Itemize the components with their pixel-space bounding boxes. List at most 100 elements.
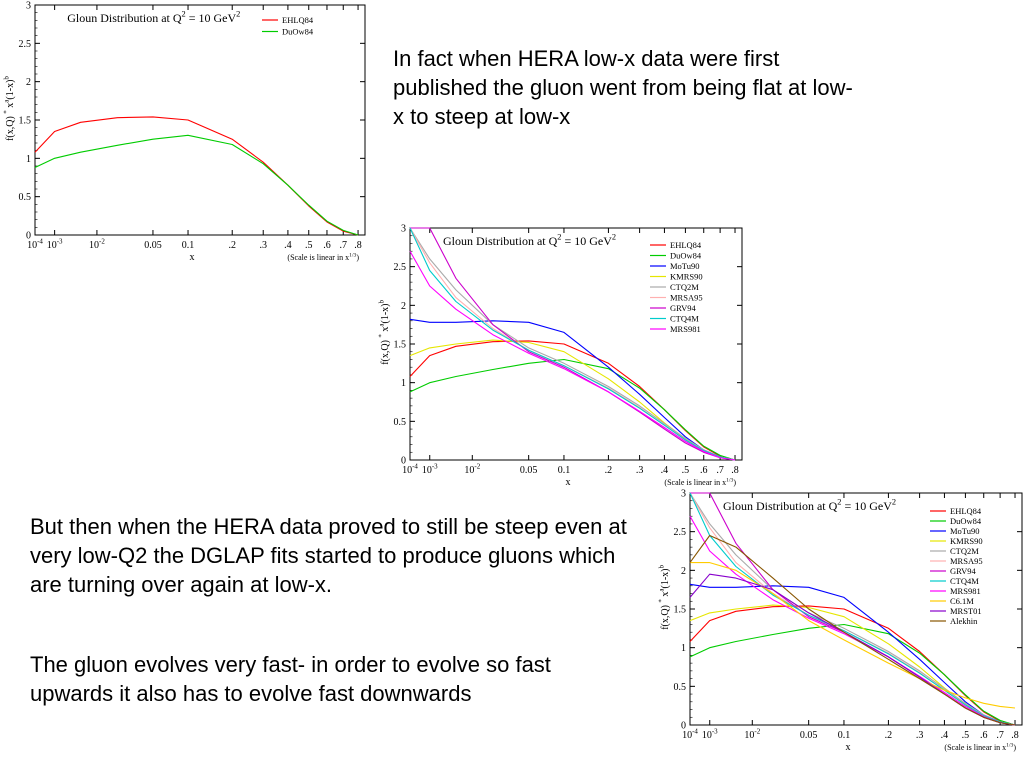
- series-line-ctq2m: [409, 227, 736, 461]
- series-line-ehlq84: [34, 116, 359, 236]
- y-tick-label: 2.5: [674, 527, 687, 538]
- x-tick-label: 10-2: [464, 463, 480, 477]
- x-tick-label: .8: [731, 465, 739, 476]
- series-line-duow84: [409, 358, 736, 461]
- y-tick-label: 3: [26, 1, 31, 12]
- y-tick-label: 0: [401, 456, 406, 467]
- y-tick-label: 1.5: [674, 605, 687, 616]
- plot-frame: [689, 492, 1023, 726]
- y-tick-label: 0.5: [394, 417, 407, 428]
- x-axis-label: x: [190, 252, 195, 263]
- x-tick-label: .3: [259, 240, 267, 251]
- x-tick-label: 10-2: [744, 728, 760, 742]
- legend-entry: GRV94: [950, 566, 977, 576]
- legend-entry: MRS981: [670, 324, 701, 334]
- y-tick-label: 1: [401, 378, 406, 389]
- y-tick-label: 1: [681, 643, 686, 654]
- legend-entry: DuOw84: [670, 251, 702, 261]
- legend-entry: MRSA95: [670, 293, 703, 303]
- series-line-mrs981: [409, 250, 736, 461]
- y-tick-label: 1.5: [19, 116, 32, 127]
- x-tick-label: .7: [340, 240, 348, 251]
- gluon-chart-2: 0 0.5 1 1.5 2 2.5 3 10-4 10-3 10-2 0.05 0.1 .2 .3 .4 .5…: [378, 224, 743, 488]
- series-line-ctq2m: [689, 492, 1016, 726]
- legend-entry: C6.1M: [950, 596, 974, 606]
- x-tick-label: .2: [228, 240, 236, 251]
- y-tick-label: 2.5: [19, 39, 32, 50]
- x-tick-label: 10-3: [702, 728, 718, 742]
- x-tick-label: 10-3: [422, 463, 438, 477]
- legend-entry: MRSA95: [950, 556, 983, 566]
- legend-entry: MRS981: [950, 586, 981, 596]
- x-tick-label: 10-4: [682, 728, 698, 742]
- x-tick-label: 0.05: [144, 240, 162, 251]
- series-line-ehlq84: [689, 605, 1016, 726]
- x-tick-label: .4: [941, 730, 949, 741]
- x-tick-label: 0.1: [838, 730, 851, 741]
- x-tick-label: .6: [700, 465, 708, 476]
- y-tick-label: 0: [26, 231, 31, 242]
- x-axis-label: x: [846, 742, 851, 753]
- legend-entry: KMRS90: [670, 272, 703, 282]
- x-tick-label: 0.05: [800, 730, 818, 741]
- x-tick-label: .3: [916, 730, 924, 741]
- y-axis-label-text: f(x,Q) * xa(1-x)b: [658, 564, 672, 629]
- legend-entry: EHLQ84: [670, 240, 702, 250]
- legend-entry: EHLQ84: [950, 506, 982, 516]
- chart-title: Gloun Distribution at Q2 = 10 GeV2: [67, 10, 240, 25]
- legend-entry: CTQ2M: [670, 282, 699, 292]
- x-tick-label: .7: [716, 465, 724, 476]
- y-tick-label: 3: [401, 224, 406, 235]
- gluon-chart-3: 0 0.5 1 1.5 2 2.5 3 10-4 10-3 10-2 0.05 0.1 .2 .3 .4 .5…: [658, 489, 1023, 753]
- plot-frame: [34, 4, 366, 236]
- gluon-chart-1: 0 0.5 1 1.5 2 2.5 3 10-4 10-3 10-2 0.05 0.1 .2 .3 .4 .5…: [3, 1, 366, 263]
- legend-entry: MoTu90: [670, 261, 699, 271]
- y-tick-label: 0.5: [19, 192, 32, 203]
- legend-entry: CTQ4M: [670, 314, 699, 324]
- x-tick-label: .5: [962, 730, 970, 741]
- x-tick-label: .6: [323, 240, 331, 251]
- closing-text: The gluon evolves very fast- in order to…: [30, 652, 551, 706]
- scale-note: (Scale is linear in x1/3): [287, 252, 359, 262]
- y-tick-label: 0: [681, 721, 686, 732]
- y-axis-label: f(x,Q) * xa(1-x)b: [658, 564, 672, 629]
- scale-note: (Scale is linear in x1/3): [944, 742, 1016, 752]
- x-tick-label: .6: [980, 730, 988, 741]
- x-tick-label: .8: [354, 240, 362, 251]
- y-axis-label-text: f(x,Q) * xa(1-x)b: [3, 76, 17, 141]
- x-tick-label: .5: [305, 240, 313, 251]
- legend-entry: CTQ2M: [950, 546, 979, 556]
- chart-title: Gloun Distribution at Q2 = 10 GeV2: [723, 498, 896, 513]
- legend-entry: DuOw84: [282, 27, 314, 37]
- legend-entry: GRV94: [670, 303, 697, 313]
- y-axis-label-text: f(x,Q) * xa(1-x)b: [378, 299, 392, 364]
- y-tick-label: 2.5: [394, 262, 407, 273]
- scale-note: (Scale is linear in x1/3): [664, 477, 736, 487]
- y-axis-label: f(x,Q) * xa(1-x)b: [378, 299, 392, 364]
- y-tick-label: 1.5: [394, 340, 407, 351]
- series-line-ehlq84: [409, 340, 736, 461]
- chart-title: Gloun Distribution at Q2 = 10 GeV2: [443, 233, 616, 248]
- legend-entry: DuOw84: [950, 516, 982, 526]
- legend-entry: Alekhin: [950, 616, 978, 626]
- x-tick-label: .2: [605, 465, 613, 476]
- x-tick-label: .4: [284, 240, 292, 251]
- x-tick-label: 0.05: [520, 465, 538, 476]
- x-tick-label: 0.1: [182, 240, 195, 251]
- series-line-alekhin: [689, 534, 1016, 726]
- legend-entry: MoTu90: [950, 526, 979, 536]
- y-axis-label: f(x,Q) * xa(1-x)b: [3, 76, 17, 141]
- x-tick-label: .4: [661, 465, 669, 476]
- y-tick-label: 3: [681, 489, 686, 500]
- x-tick-label: 10-2: [89, 238, 105, 252]
- y-tick-label: 2: [401, 301, 406, 312]
- x-tick-label: .8: [1011, 730, 1019, 741]
- middle-text: But then when the HERA data proved to st…: [30, 514, 627, 597]
- legend-entry: EHLQ84: [282, 15, 314, 25]
- x-tick-label: .5: [682, 465, 690, 476]
- x-tick-label: 10-3: [47, 238, 63, 252]
- y-tick-label: 0.5: [674, 682, 687, 693]
- series-line-ctq4m: [409, 227, 736, 461]
- x-tick-label: 10-4: [27, 238, 43, 252]
- series-line-duow84: [689, 623, 1016, 726]
